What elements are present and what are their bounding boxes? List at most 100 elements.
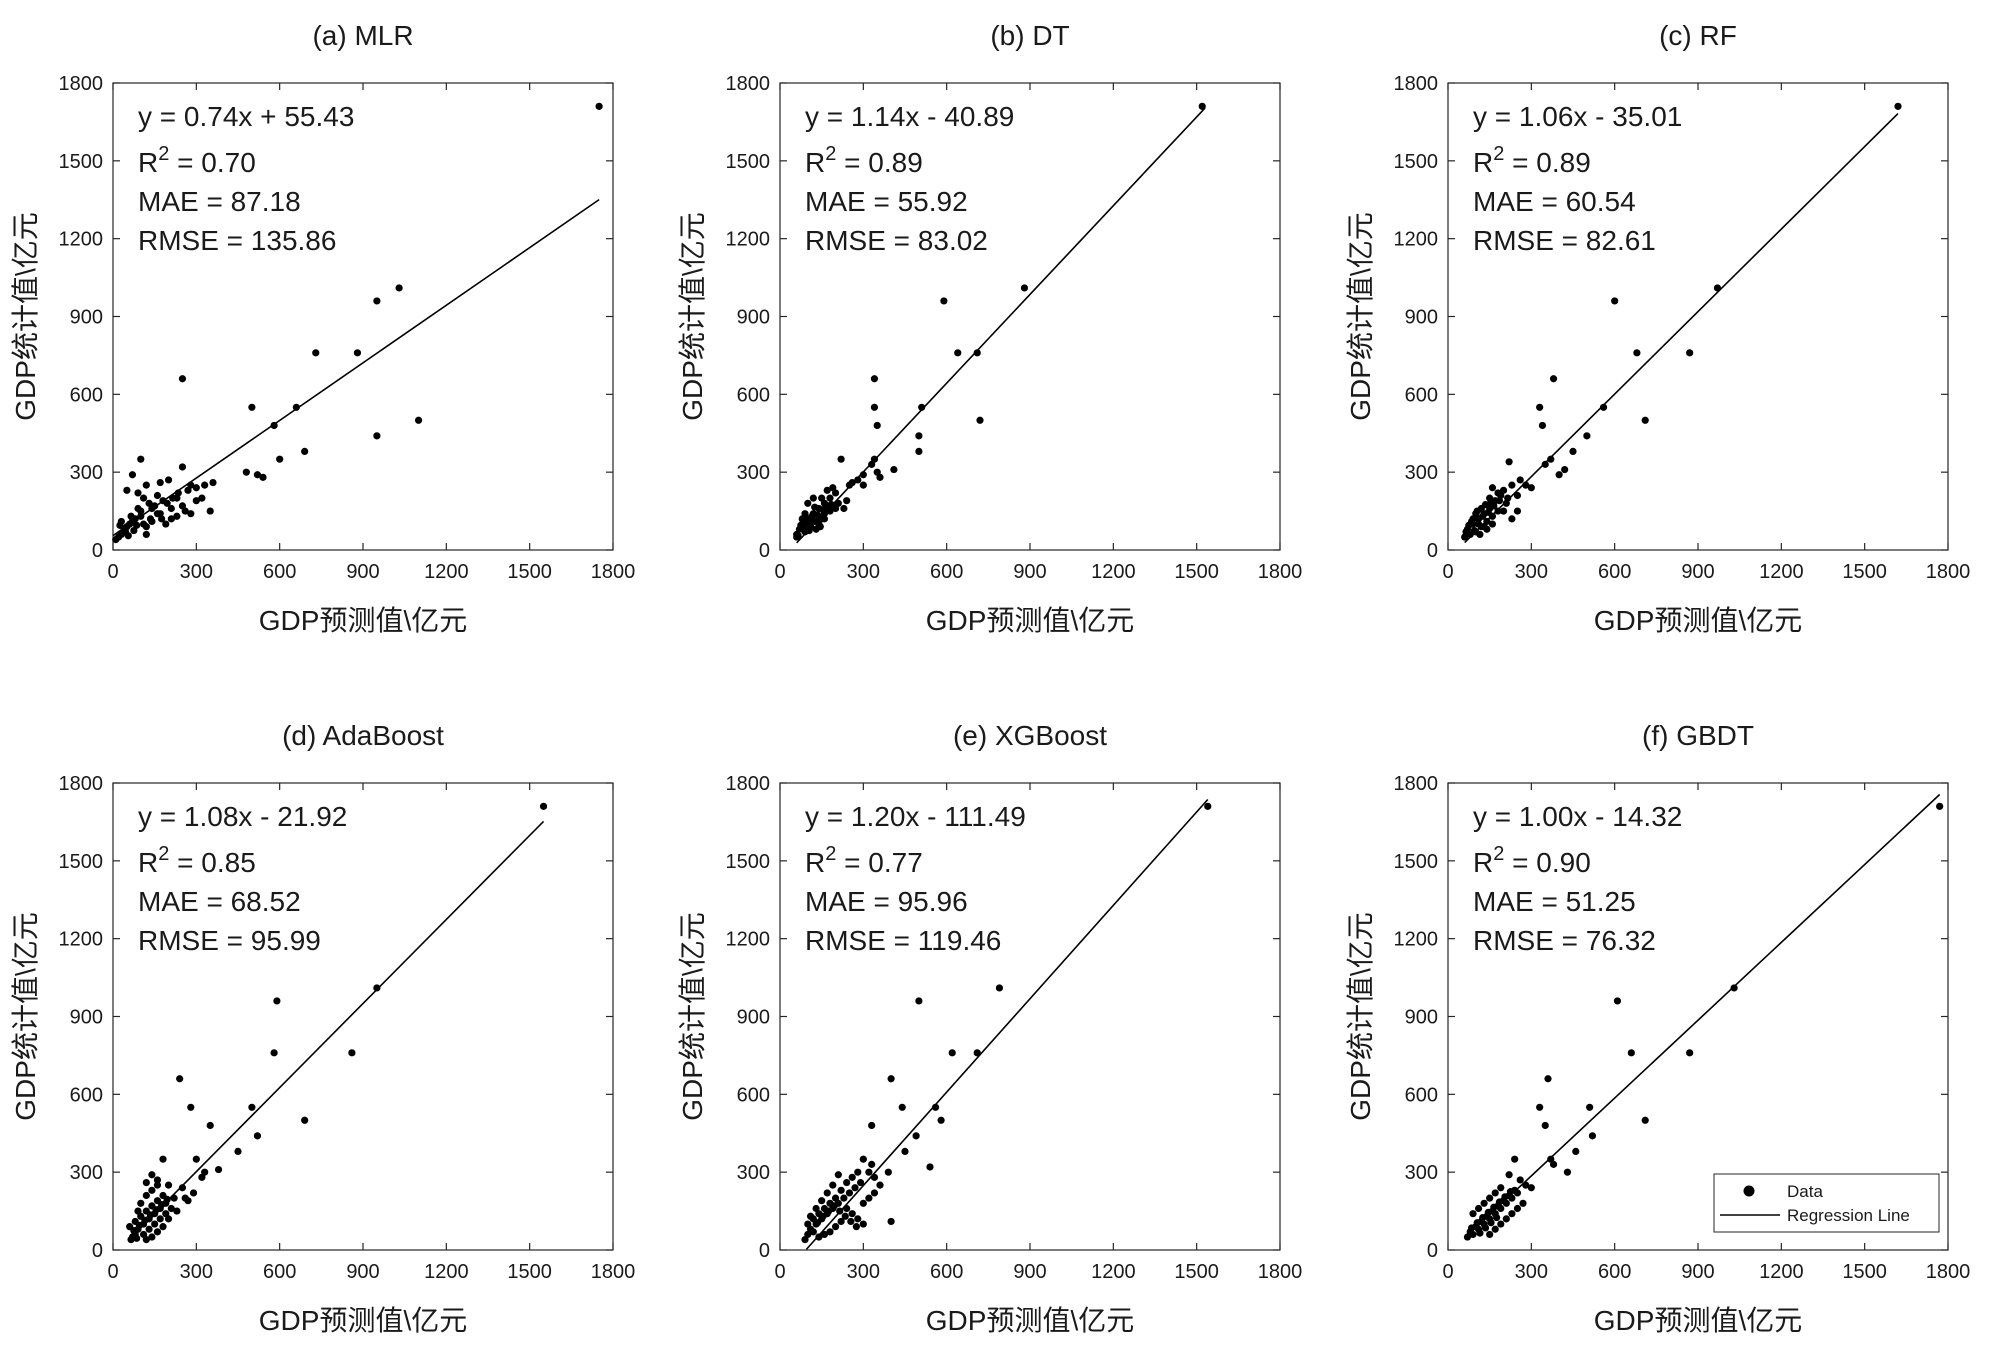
y-tick-label: 0 — [1427, 1240, 1438, 1262]
data-point — [865, 1168, 873, 1176]
data-point — [1505, 1171, 1513, 1179]
data-point — [841, 1212, 849, 1220]
data-point — [840, 1194, 848, 1202]
data-point — [153, 1181, 162, 1189]
y-tick-label: 1500 — [726, 851, 771, 873]
data-point — [1599, 403, 1608, 411]
data-point — [139, 520, 148, 528]
data-point — [127, 1236, 135, 1244]
data-point — [823, 486, 831, 494]
data-point — [164, 1181, 173, 1189]
data-point — [1536, 1103, 1544, 1111]
y-axis-label: GDP统计值\亿元 — [677, 912, 708, 1120]
panel-3: (d) AdaBoost 00 300 300 600 600 900 900 1200 1200… — [10, 720, 635, 1336]
data-point — [1508, 515, 1516, 523]
panel-4: (e) XGBoost 00 300 300 600 600 900 900 1200 1200 1… — [677, 720, 1302, 1336]
rmse-value: RMSE = 119.46 — [805, 925, 1001, 956]
data-point — [848, 478, 856, 487]
data-point — [859, 481, 867, 489]
data-point — [201, 481, 209, 489]
x-tick-label: 0 — [1442, 1261, 1453, 1283]
data-point — [142, 481, 150, 489]
data-point — [142, 1236, 150, 1244]
data-point — [868, 1121, 876, 1130]
data-point — [1561, 465, 1569, 474]
r-squared: R2 = 0.89 — [1473, 143, 1591, 178]
data-point — [829, 484, 837, 492]
data-point — [112, 536, 120, 544]
mae-value: MAE = 51.25 — [1473, 886, 1636, 917]
legend: Data Regression Line — [1713, 1173, 1940, 1233]
data-point — [148, 1171, 156, 1179]
data-point — [137, 1199, 145, 1207]
data-point — [1547, 455, 1555, 463]
data-point — [158, 515, 166, 523]
x-tick-label: 0 — [107, 1261, 118, 1283]
data-point — [242, 468, 250, 476]
data-point — [192, 497, 200, 505]
chart-title: (d) AdaBoost — [282, 720, 444, 751]
data-point — [206, 1121, 214, 1130]
data-point — [1544, 1075, 1552, 1083]
y-tick-label: 0 — [759, 1240, 770, 1262]
data-point — [1469, 1210, 1477, 1218]
data-point — [301, 1116, 309, 1124]
data-point — [146, 1211, 155, 1219]
data-point — [253, 471, 262, 479]
data-point — [837, 1186, 845, 1194]
x-tick-label: 900 — [346, 1261, 379, 1283]
data-point — [852, 1223, 860, 1231]
data-point — [854, 476, 862, 484]
data-point — [395, 284, 403, 292]
data-point — [1487, 498, 1495, 506]
y-tick-label: 1500 — [726, 151, 771, 173]
data-point — [248, 403, 256, 411]
data-point — [159, 1223, 167, 1231]
regression-line — [1464, 112, 1899, 544]
data-point — [181, 1194, 189, 1202]
regression-equation: y = 1.08x - 21.92 — [138, 801, 347, 832]
data-point — [1522, 481, 1530, 489]
data-point — [898, 1103, 906, 1111]
data-point — [1538, 421, 1547, 430]
data-point — [1730, 984, 1738, 992]
x-tick-label: 300 — [1515, 1261, 1548, 1283]
data-point — [1473, 1219, 1481, 1227]
data-point — [801, 1236, 809, 1244]
data-point — [976, 416, 984, 424]
data-point — [1641, 1116, 1649, 1124]
x-tick-label: 1500 — [507, 1261, 552, 1283]
data-point — [1484, 1208, 1492, 1216]
data-point — [843, 1178, 851, 1187]
data-point — [1572, 1147, 1580, 1156]
data-point — [187, 1103, 195, 1111]
data-point — [1495, 1198, 1503, 1206]
data-point — [173, 512, 181, 520]
data-point — [151, 1220, 159, 1228]
data-point — [1686, 349, 1694, 357]
data-point — [116, 521, 124, 529]
data-point — [804, 1220, 812, 1228]
data-point — [1476, 530, 1484, 539]
r-squared-superscript: 2 — [1493, 843, 1504, 865]
data-point — [848, 1210, 856, 1218]
data-point — [843, 1204, 851, 1213]
y-tick-label: 300 — [737, 462, 770, 484]
data-point — [1488, 520, 1497, 528]
y-tick-label: 0 — [92, 540, 103, 562]
data-point — [137, 455, 145, 463]
data-point — [178, 375, 187, 383]
regression-equation: y = 1.20x - 111.49 — [805, 801, 1026, 832]
x-tick-label: 1200 — [1091, 1261, 1136, 1283]
data-point — [128, 471, 137, 479]
data-point — [937, 1116, 945, 1124]
data-point — [153, 1176, 162, 1184]
data-point — [1502, 1215, 1510, 1223]
data-point — [1641, 416, 1649, 424]
x-tick-label: 600 — [930, 1261, 963, 1283]
data-point — [142, 530, 150, 539]
data-point — [1516, 1176, 1524, 1184]
data-point — [813, 1219, 822, 1227]
data-point — [819, 506, 827, 514]
